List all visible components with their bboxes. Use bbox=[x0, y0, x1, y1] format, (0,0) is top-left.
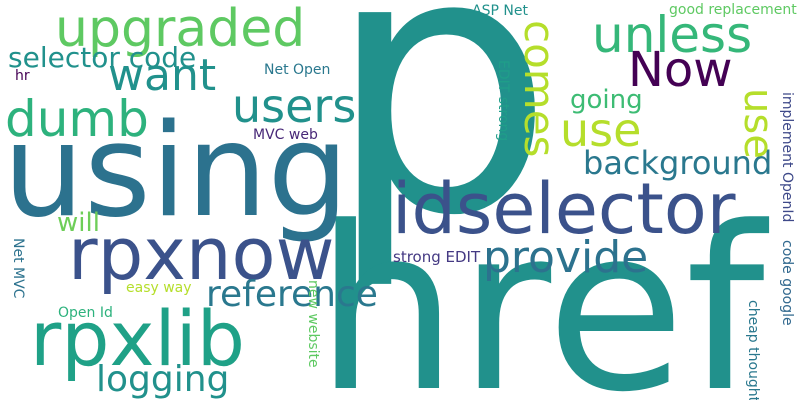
word-using: using bbox=[3, 97, 349, 246]
word-provide: background bbox=[583, 144, 773, 182]
word-asp-net: MVC web bbox=[253, 127, 318, 143]
word-p: p bbox=[326, 0, 555, 294]
word-users: use bbox=[560, 103, 642, 157]
word-code-google: cheap thought bbox=[745, 300, 761, 400]
word-strong-edit: good replacement bbox=[669, 2, 797, 18]
word-rpxnow: rpxnow bbox=[68, 212, 335, 296]
word-will: reference bbox=[206, 274, 378, 315]
word-mvc-web: Net Open bbox=[264, 62, 331, 78]
word-now: Now bbox=[628, 42, 733, 98]
word-cheap-thought: EDIT strong bbox=[495, 60, 511, 142]
word-net-mvc: Open Id bbox=[58, 305, 113, 321]
word-upgraded: upgraded bbox=[55, 0, 306, 59]
word-web-application: implement OpenId bbox=[779, 92, 795, 223]
word-comes: comes bbox=[515, 20, 564, 158]
word-easy-way: strong EDIT bbox=[393, 248, 481, 266]
word-open-id: easy way bbox=[126, 280, 192, 296]
word-edit-strong: new website bbox=[305, 280, 321, 368]
word-href: href bbox=[315, 179, 765, 400]
word-net-open: hr bbox=[15, 68, 30, 84]
word-selector-code: will bbox=[57, 208, 100, 238]
word-unless: unless bbox=[592, 6, 753, 64]
word-hr: selector code bbox=[8, 41, 197, 74]
word-new-website: Net MVC bbox=[10, 238, 26, 299]
word-dumb: users bbox=[232, 79, 357, 133]
word-implement-openid: code google bbox=[779, 240, 795, 326]
word-use: use bbox=[735, 88, 781, 159]
word-going: dumb bbox=[5, 90, 149, 148]
word-background: going bbox=[570, 85, 643, 115]
word-good-replacement: ASP Net bbox=[472, 3, 528, 19]
word-logging: provide bbox=[483, 232, 649, 283]
word-reference: logging bbox=[96, 359, 230, 400]
word-rpxlib: rpxlib bbox=[30, 294, 245, 383]
word-want: want bbox=[108, 50, 217, 101]
word-idselector: idselector bbox=[392, 168, 736, 250]
